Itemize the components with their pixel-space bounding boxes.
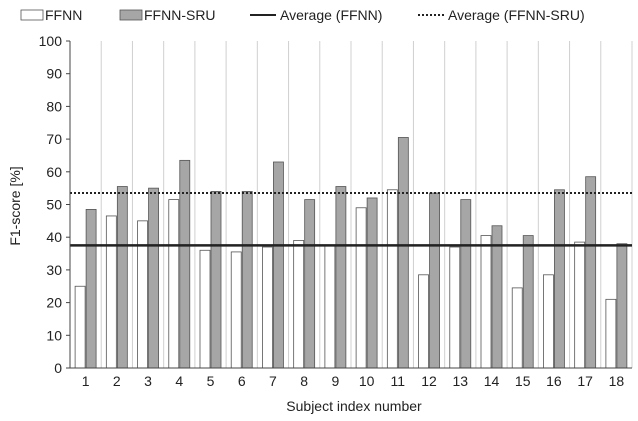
bar-ffnn-sru-3 xyxy=(148,187,159,369)
bar-ffnn-2 xyxy=(105,215,117,369)
bar-ffnn-1 xyxy=(74,285,86,369)
x-tick-label: 13 xyxy=(452,373,468,389)
bar-ffnn-8 xyxy=(293,240,305,369)
x-axis-ticks: 1 2 3 4 5 6 7 8 9 10 11 12 13 14 15 16 17 18 xyxy=(82,373,625,389)
x-tick-label: 12 xyxy=(421,373,437,389)
legend-item-average-ffnn: Average (FFNN) xyxy=(250,7,382,23)
y-tick-label: 0 xyxy=(54,360,62,376)
x-tick-label: 6 xyxy=(238,373,246,389)
bar-ffnn-6 xyxy=(230,251,242,369)
y-tick-label: 30 xyxy=(46,262,62,278)
legend-swatch xyxy=(119,9,143,21)
x-tick-label: 16 xyxy=(546,373,562,389)
y-tick-label: 20 xyxy=(46,295,62,311)
legend-label: Average (FFNN) xyxy=(280,7,382,23)
y-axis-ticks: 0 10 20 30 40 50 60 70 80 90 100 xyxy=(39,33,70,376)
legend: FFNN FFNN-SRU Average (FFNN) Average (FFNN-… xyxy=(20,7,585,23)
y-tick-label: 90 xyxy=(46,66,62,82)
legend-swatch xyxy=(20,9,44,21)
bar-ffnn-9 xyxy=(324,244,336,369)
bar-ffnn-sru-10 xyxy=(366,197,378,369)
bar-ffnn-sru-9 xyxy=(335,186,347,369)
bars xyxy=(74,137,628,369)
legend-label: FFNN xyxy=(45,7,82,23)
x-axis-label: Subject index number xyxy=(286,398,422,414)
bar-ffnn-sru-14 xyxy=(491,225,503,369)
average-lines xyxy=(70,192,632,247)
bar-ffnn-sru-2 xyxy=(116,186,128,369)
bar-ffnn-sru-11 xyxy=(397,137,409,369)
bar-ffnn-sru-4 xyxy=(179,159,191,369)
bar-ffnn-7 xyxy=(262,246,273,369)
bar-ffnn-sru-17 xyxy=(585,176,597,369)
x-tick-label: 7 xyxy=(269,373,277,389)
bar-ffnn-5 xyxy=(199,249,211,369)
y-tick-label: 70 xyxy=(46,131,62,147)
x-tick-label: 5 xyxy=(207,373,215,389)
bar-ffnn-11 xyxy=(386,189,398,369)
bar-ffnn-16 xyxy=(543,274,554,369)
x-tick-label: 17 xyxy=(577,373,593,389)
bar-ffnn-sru-12 xyxy=(429,192,440,369)
bar-ffnn-12 xyxy=(418,274,429,369)
y-tick-label: 60 xyxy=(46,164,62,180)
y-axis-label: F1-score [%] xyxy=(7,166,23,245)
bar-ffnn-sru-16 xyxy=(554,189,565,369)
legend-item-ffnn-sru: FFNN-SRU xyxy=(119,7,216,23)
y-tick-label: 100 xyxy=(39,33,63,49)
x-tick-label: 14 xyxy=(484,373,500,389)
bar-ffnn-10 xyxy=(355,207,367,369)
bar-ffnn-sru-8 xyxy=(304,199,316,369)
y-tick-label: 50 xyxy=(46,197,62,213)
bar-ffnn-3 xyxy=(137,220,148,369)
legend-label: FFNN-SRU xyxy=(144,7,216,23)
bar-ffnn-18 xyxy=(605,298,617,369)
x-tick-label: 3 xyxy=(144,373,152,389)
legend-item-average-ffnn-sru: Average (FFNN-SRU) xyxy=(418,7,585,23)
x-tick-label: 1 xyxy=(82,373,90,389)
bar-ffnn-14 xyxy=(480,235,492,369)
y-tick-label: 40 xyxy=(46,229,62,245)
x-tick-label: 10 xyxy=(359,373,375,389)
x-tick-label: 15 xyxy=(515,373,531,389)
bar-ffnn-sru-18 xyxy=(616,243,628,369)
bar-ffnn-sru-1 xyxy=(85,209,97,369)
x-tick-label: 18 xyxy=(609,373,625,389)
bar-ffnn-15 xyxy=(511,287,523,369)
x-tick-label: 11 xyxy=(391,373,406,389)
bar-ffnn-13 xyxy=(449,246,461,369)
y-tick-label: 80 xyxy=(46,98,62,114)
legend-label: Average (FFNN-SRU) xyxy=(448,7,585,23)
legend-item-ffnn: FFNN xyxy=(20,7,82,23)
grid-lines xyxy=(100,41,633,368)
x-tick-label: 2 xyxy=(113,373,121,389)
bar-ffnn-sru-5 xyxy=(210,191,222,369)
x-tick-label: 9 xyxy=(331,373,339,389)
bar-ffnn-sru-15 xyxy=(522,235,534,369)
bar-ffnn-sru-6 xyxy=(241,191,253,369)
y-tick-label: 10 xyxy=(46,327,62,343)
bar-ffnn-17 xyxy=(574,241,586,369)
x-tick-label: 4 xyxy=(175,373,183,389)
bar-ffnn-sru-13 xyxy=(460,199,472,369)
x-tick-label: 8 xyxy=(300,373,308,389)
bar-ffnn-4 xyxy=(168,199,180,369)
